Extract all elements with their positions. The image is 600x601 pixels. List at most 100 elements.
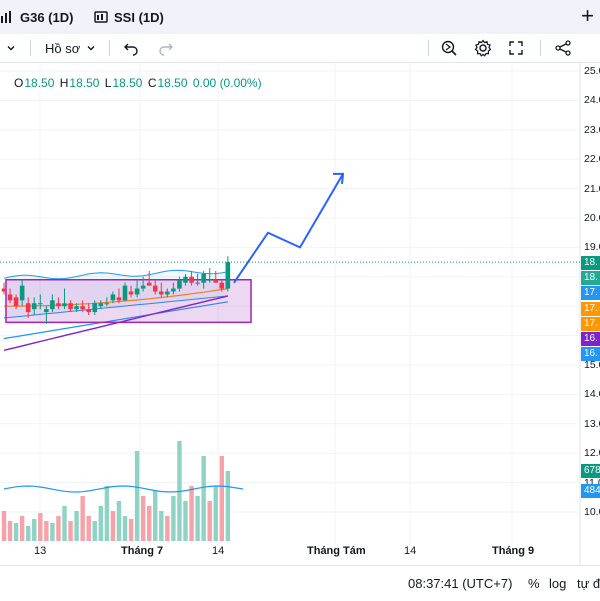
gear-icon[interactable] [474, 34, 492, 62]
time-axis-label: Tháng 9 [492, 545, 535, 557]
candle [152, 279, 158, 295]
price-tag: 16. [581, 332, 600, 346]
candle-body [62, 303, 67, 307]
share-icon[interactable] [554, 34, 572, 62]
chart-grid [0, 62, 580, 545]
toolbar-divider [30, 40, 31, 56]
candle-body [31, 303, 37, 310]
price-tag: 17. [581, 302, 600, 316]
candle [50, 294, 55, 313]
volume-bar [201, 456, 206, 541]
undo-icon[interactable] [123, 34, 139, 62]
add-tab-button[interactable]: + [581, 3, 594, 28]
candle [19, 279, 25, 307]
candle [56, 297, 61, 310]
replay-icon[interactable] [440, 34, 458, 62]
tab-label: SSI (1D) [114, 9, 164, 25]
candle [80, 300, 85, 313]
time-axis-label: 14 [212, 545, 225, 557]
candle [92, 300, 98, 316]
candle-body [225, 262, 231, 289]
close-key: C [147, 76, 157, 90]
candle-body [140, 285, 146, 289]
redo-icon[interactable] [158, 34, 174, 62]
toolbar-divider [109, 40, 110, 56]
volume-bars [1, 441, 244, 541]
volume-bar [153, 491, 158, 541]
volume-ma-line [3, 485, 244, 493]
candle-body [13, 297, 19, 307]
consolidation-box [5, 278, 252, 324]
candle-body [213, 279, 219, 283]
candle [86, 303, 91, 316]
auto-toggle[interactable]: tự đ [577, 576, 600, 591]
volume-bar [171, 496, 176, 541]
candle [183, 273, 188, 286]
candle [177, 276, 182, 292]
candle-body [165, 291, 170, 295]
price-axis-label: 22.0 [584, 153, 600, 166]
chevron-down-icon[interactable] [6, 34, 16, 62]
candle [104, 297, 110, 307]
open-key: O [14, 76, 24, 90]
candle-body [152, 285, 158, 292]
fullscreen-icon[interactable] [508, 34, 524, 62]
price-axis-label: 21.0 [584, 182, 600, 195]
price-axis-label: 14.0 [584, 388, 600, 401]
price-axis-label: 13.0 [584, 417, 600, 430]
candle [7, 288, 13, 304]
consolidation-rectangle [5, 278, 252, 324]
candle-body [195, 282, 200, 284]
candle-body [104, 303, 110, 305]
price-tag: 484 [581, 484, 600, 498]
volume-bar [140, 496, 146, 541]
volume-bar [7, 521, 13, 541]
candle-body [116, 297, 122, 301]
ohlc-legend: O18.50 H18.50 L18.50 C18.50 0.00 (0.00%) [14, 76, 264, 90]
price-tag: 17. [581, 317, 600, 331]
candle-body [110, 294, 116, 301]
percent-toggle[interactable]: % [528, 576, 540, 591]
price-axis-label: 25.0 [584, 65, 600, 77]
volume-bar [195, 496, 200, 541]
candle [25, 297, 31, 318]
candle [116, 288, 122, 304]
volume-bar [189, 486, 194, 541]
candle [225, 256, 231, 292]
profile-dropdown[interactable]: Hồ sơ [45, 34, 96, 62]
candle [44, 306, 49, 324]
candles [1, 256, 231, 324]
bollinger-lower-line [3, 295, 228, 319]
candle [1, 282, 7, 295]
candle-body [1, 288, 7, 292]
moving-average-slow-line [3, 301, 228, 340]
candle-body [56, 303, 61, 307]
clock-time[interactable]: 08:37:41 (UTC+7) [408, 576, 513, 591]
moving-average-line [4, 288, 228, 307]
log-toggle[interactable]: log [549, 576, 567, 591]
candle [159, 282, 164, 298]
close-value: 18.50 [157, 76, 188, 90]
volume-bar [147, 506, 152, 541]
candle-body [38, 303, 43, 305]
candle-body [171, 288, 176, 292]
tab-bar: G36 (1D) SSI (1D) + [0, 0, 600, 35]
candle [201, 270, 206, 289]
chart-bars-icon [94, 10, 108, 24]
volume-bar [159, 511, 164, 541]
forecast-arrow-head [333, 172, 345, 184]
candle-body [122, 285, 128, 301]
candle [219, 279, 225, 292]
candle-body [189, 276, 194, 283]
volume-bar [213, 486, 218, 541]
candle-body [98, 303, 104, 307]
chart-toolbar: Hồ sơ [0, 34, 600, 63]
time-axis-label: 14 [404, 545, 417, 557]
tab-ssi[interactable]: SSI (1D) [94, 0, 164, 34]
price-tag: 678 [581, 464, 600, 478]
tab-g36[interactable]: G36 (1D) [0, 0, 73, 34]
candle [140, 276, 146, 292]
candle [68, 300, 73, 313]
price-chart[interactable] [0, 62, 600, 565]
candle [31, 297, 37, 316]
